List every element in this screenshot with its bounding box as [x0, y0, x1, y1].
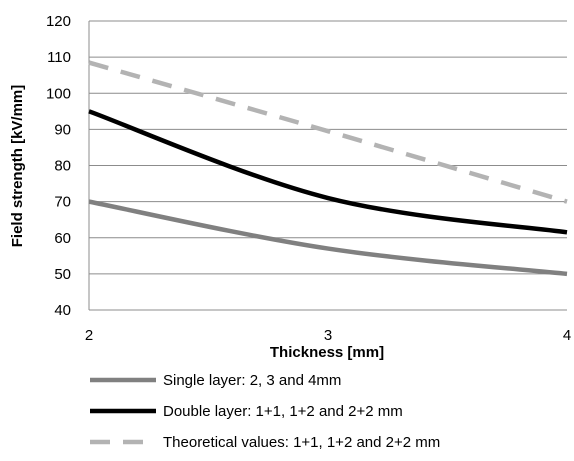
x-tick-label: 4 — [563, 327, 571, 344]
y-tick-label: 90 — [54, 121, 71, 138]
y-tick-label: 70 — [54, 194, 71, 211]
y-tick-label: 110 — [47, 49, 71, 66]
y-tick-label: 100 — [46, 85, 71, 102]
series-line-2 — [88, 109, 568, 235]
x-tick-label: 3 — [324, 327, 332, 344]
y-tick-label: 40 — [54, 302, 71, 319]
legend: Single layer: 2, 3 and 4mm Double layer: … — [90, 372, 440, 451]
legend-label-3: Theoretical values: 1+1, 1+2 and 2+2 mm — [163, 434, 440, 451]
series-lines — [88, 60, 568, 277]
y-tick-label: 80 — [54, 158, 71, 175]
y-tick-label: 60 — [54, 230, 71, 247]
y-tick-label: 50 — [54, 266, 71, 283]
legend-label-1: Single layer: 2, 3 and 4mm — [163, 372, 341, 389]
x-tick-label: 2 — [85, 327, 93, 344]
x-axis-title: Thickness [mm] — [270, 344, 384, 361]
x-axis-ticks: 2 3 4 — [85, 327, 571, 344]
y-axis-title: Field strength [kV/mm] — [9, 85, 26, 248]
legend-label-2: Double layer: 1+1, 1+2 and 2+2 mm — [163, 403, 403, 420]
y-axis-ticks: 40 50 60 70 80 90 100 110 120 — [46, 13, 71, 319]
series-line-3 — [88, 60, 568, 204]
y-tick-label: 120 — [46, 13, 71, 30]
series-line-1 — [88, 199, 568, 277]
